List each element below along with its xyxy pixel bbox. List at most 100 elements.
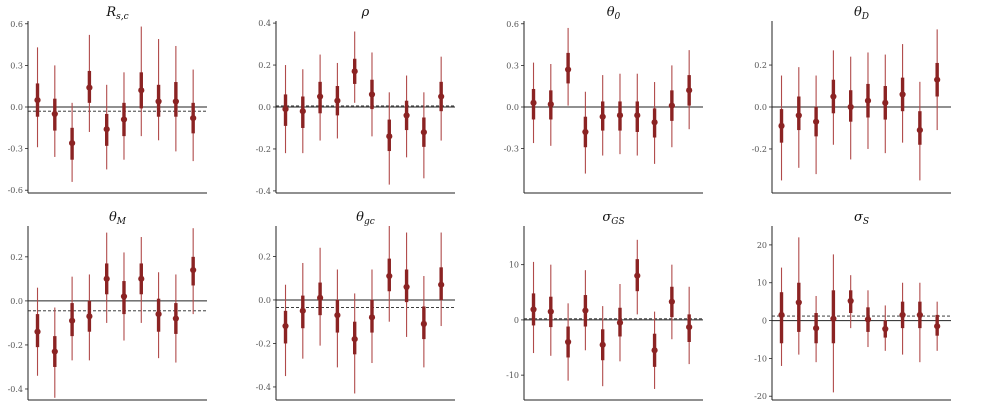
y-tick-label: -10 bbox=[754, 354, 767, 363]
point-estimate bbox=[317, 93, 324, 100]
point-estimate bbox=[651, 347, 658, 354]
point-estimate bbox=[547, 101, 554, 108]
point-estimate bbox=[882, 325, 889, 332]
point-estimate bbox=[686, 323, 693, 331]
point-estimate bbox=[403, 283, 410, 290]
y-tick-label: 0.0 bbox=[258, 103, 271, 112]
y-tick-label: 0.4 bbox=[258, 19, 271, 28]
panel-2: ρ -0.4 -0.2 0.0 0.2 0.4 bbox=[256, 5, 455, 196]
point-estimate bbox=[86, 313, 93, 320]
point-estimate bbox=[51, 110, 58, 118]
point-estimate bbox=[155, 311, 162, 318]
point-estimate bbox=[403, 112, 410, 119]
point-estimate bbox=[916, 126, 923, 134]
point-estimate bbox=[69, 139, 76, 147]
point-estimate bbox=[634, 272, 641, 279]
point-estimate bbox=[282, 105, 289, 113]
point-estimate bbox=[582, 307, 589, 314]
point-estimate bbox=[830, 315, 837, 322]
panel-8: σS -20 -10 0 10 20 bbox=[754, 210, 951, 401]
y-tick-label: 20 bbox=[757, 241, 767, 250]
point-estimate bbox=[368, 314, 376, 321]
y-tick-label: -0.2 bbox=[256, 145, 271, 154]
point-estimate bbox=[420, 320, 427, 327]
y-tick-label: 0.6 bbox=[10, 20, 23, 29]
panel-title-subscript: gc bbox=[364, 217, 375, 227]
point-estimate bbox=[530, 99, 537, 106]
point-estimate bbox=[778, 311, 785, 318]
panel-title: σS bbox=[854, 210, 869, 227]
point-estimate bbox=[864, 97, 872, 104]
panel-title-main: σ bbox=[854, 210, 864, 225]
y-tick-label: -10 bbox=[506, 371, 519, 380]
point-estimate bbox=[51, 348, 58, 355]
point-estimate bbox=[547, 308, 554, 315]
y-tick-label: 0.2 bbox=[754, 61, 767, 70]
point-estimate bbox=[616, 319, 624, 326]
panel-title: θgc bbox=[356, 210, 375, 227]
point-estimate bbox=[172, 98, 179, 105]
panel-title-main: ρ bbox=[361, 5, 370, 20]
panel-title: θD bbox=[854, 5, 869, 22]
point-estimate bbox=[420, 129, 427, 136]
point-estimate bbox=[138, 275, 145, 282]
point-estimate bbox=[599, 341, 606, 348]
point-estimate bbox=[190, 114, 197, 122]
y-tick-label: 0 bbox=[514, 316, 519, 325]
point-estimate bbox=[69, 317, 76, 324]
point-estimate bbox=[565, 66, 572, 73]
y-tick-label: 0.3 bbox=[10, 61, 23, 70]
panel-4: θD -0.2 0.0 0.2 bbox=[752, 5, 951, 194]
panel-6: θgc -0.4 -0.2 0.0 0.2 bbox=[256, 210, 455, 401]
panel-title: θM bbox=[109, 210, 127, 227]
point-estimate bbox=[599, 113, 606, 120]
y-tick-label: 0.2 bbox=[258, 252, 271, 261]
point-estimate bbox=[934, 323, 941, 330]
y-tick-label: -0.3 bbox=[8, 145, 23, 154]
point-estimate bbox=[778, 122, 785, 129]
y-tick-label: 10 bbox=[757, 279, 767, 288]
panel-title-subscript: D bbox=[861, 12, 869, 22]
point-estimate bbox=[813, 118, 820, 125]
panel-title: σGS bbox=[602, 210, 624, 227]
point-estimate bbox=[882, 99, 889, 106]
y-tick-label: -20 bbox=[754, 392, 767, 401]
point-estimate bbox=[616, 112, 624, 119]
panel-1: Rs,c -0.6 -0.3 0.0 0.3 0.6 bbox=[8, 5, 207, 195]
point-estimate bbox=[634, 112, 641, 119]
point-estimate bbox=[899, 91, 906, 98]
point-estimate bbox=[795, 299, 802, 306]
panel-title-main: R bbox=[105, 5, 116, 20]
point-estimate bbox=[86, 84, 93, 91]
y-tick-label: -0.4 bbox=[8, 385, 23, 394]
point-estimate bbox=[565, 338, 572, 346]
point-estimate bbox=[103, 126, 110, 133]
point-estimate bbox=[386, 272, 393, 280]
point-estimate bbox=[438, 281, 445, 288]
point-estimate bbox=[282, 322, 289, 330]
point-estimate bbox=[899, 311, 906, 318]
y-tick-label: 0 bbox=[762, 317, 767, 326]
panel-title: ρ bbox=[361, 5, 370, 20]
y-tick-label: 0.0 bbox=[10, 103, 23, 112]
y-tick-label: 0.0 bbox=[258, 296, 271, 305]
point-estimate bbox=[795, 112, 802, 119]
y-tick-label: 0.3 bbox=[506, 61, 519, 70]
y-tick-label: -0.2 bbox=[8, 341, 23, 350]
point-estimate bbox=[438, 93, 445, 100]
y-tick-label: -0.2 bbox=[752, 145, 767, 154]
y-tick-label: -0.6 bbox=[8, 186, 23, 195]
panel-title-subscript: 0 bbox=[615, 12, 621, 22]
panel-title-subscript: M bbox=[116, 217, 127, 227]
panel-title-main: θ bbox=[356, 210, 364, 225]
y-tick-label: 0.2 bbox=[10, 253, 23, 262]
y-tick-label: 0.2 bbox=[258, 61, 271, 70]
panel-7: σGS -10 0 10 bbox=[506, 210, 703, 401]
y-tick-label: -0.4 bbox=[256, 383, 271, 392]
point-estimate bbox=[155, 98, 162, 105]
panel-title-main: θ bbox=[109, 210, 117, 225]
point-estimate bbox=[299, 307, 306, 314]
y-tick-label: -0.3 bbox=[504, 145, 519, 154]
